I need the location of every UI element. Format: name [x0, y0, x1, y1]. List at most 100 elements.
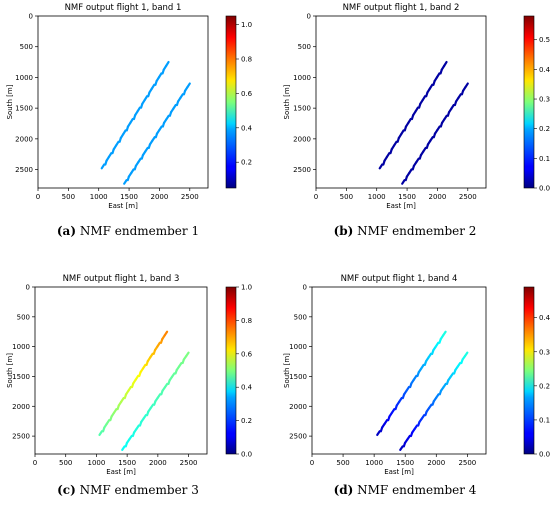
flight-track-1-segment	[434, 341, 440, 348]
y-axis-label: South [m]	[6, 84, 14, 119]
flight-track-1-segment	[127, 385, 132, 392]
y-tick-label: 2500	[293, 166, 311, 174]
y-tick-label: 1000	[15, 74, 33, 82]
flight-track-2-segment	[185, 351, 190, 358]
flight-track-2-segment	[142, 414, 148, 420]
flight-track-2-segment	[420, 414, 426, 420]
colorbar-tick-label: 1.0	[241, 21, 252, 29]
x-tick-label: 1500	[398, 193, 416, 201]
flight-track-2-segment	[163, 382, 169, 389]
y-tick-label: 1500	[293, 105, 311, 113]
x-tick-label: 2500	[180, 459, 198, 467]
flight-track-2-segment	[144, 146, 149, 153]
plot-title: NMF output flight 1, band 4	[341, 274, 458, 284]
x-tick-label: 0	[36, 193, 40, 201]
y-tick-label: 1500	[289, 373, 307, 381]
x-axis-label: East [m]	[384, 468, 414, 476]
y-tick-label: 2000	[12, 403, 30, 411]
caption-text: NMF endmember 2	[353, 224, 476, 238]
flight-track-2-segment	[436, 125, 441, 132]
y-tick-label: 1500	[15, 105, 33, 113]
colorbar-tick-label: 0.6	[241, 90, 253, 98]
colorbar-tick-label: 0.3	[539, 96, 550, 104]
flight-track-1-segment	[435, 72, 441, 79]
colorbar-tick-label: 0.0	[539, 185, 550, 193]
flight-track-1-segment	[163, 330, 169, 337]
x-tick-label: 0	[310, 459, 314, 467]
flight-track-2-segment	[456, 361, 462, 368]
plot-area	[311, 286, 487, 455]
caption-text: NMF endmember 1	[76, 224, 199, 238]
plot-title: NMF output flight 1, band 1	[65, 3, 182, 13]
x-tick-label: 2000	[149, 459, 167, 467]
plot-title: NMF output flight 1, band 3	[63, 274, 180, 284]
flight-track-2-segment	[123, 179, 128, 185]
flight-track-1-segment	[149, 352, 154, 359]
x-tick-label: 1500	[118, 459, 136, 467]
x-tick-label: 500	[340, 193, 353, 201]
y-tick-label: 2000	[289, 403, 307, 411]
flight-track-2-segment	[165, 114, 170, 121]
flight-track-1-segment	[100, 163, 106, 170]
x-axis-label: East [m]	[108, 202, 138, 210]
y-tick-label: 0	[29, 13, 33, 21]
colorbar-tick-label: 0.5	[539, 36, 550, 44]
colorbar-tick-label: 0.1	[539, 416, 550, 424]
flight-track-2-segment	[179, 93, 184, 99]
flight-track-2-segment	[435, 393, 440, 399]
flight-track-2-segment	[429, 136, 434, 142]
flight-track-2-segment	[137, 157, 142, 164]
flight-track-1-segment	[112, 408, 118, 414]
flight-track-1-segment	[427, 352, 433, 359]
caption-label: (d)	[334, 483, 354, 497]
x-tick-label: 0	[314, 193, 318, 201]
flight-track-2-segment	[408, 168, 413, 175]
y-tick-label: 0	[303, 284, 307, 292]
flight-track-1-segment	[143, 95, 149, 102]
x-tick-label: 1000	[368, 193, 386, 201]
colorbar	[225, 15, 237, 189]
x-tick-label: 1000	[90, 193, 108, 201]
colorbar-tick-label: 0.4	[241, 124, 253, 132]
y-axis-label: South [m]	[283, 84, 291, 119]
colorbar-tick-label: 0.1	[539, 155, 550, 163]
flight-track-2-segment	[442, 382, 447, 389]
flight-track-2-segment	[422, 146, 427, 153]
flight-track-2-segment	[457, 93, 462, 99]
y-tick-label: 2000	[15, 135, 33, 143]
y-tick-label: 1000	[12, 343, 30, 351]
flight-track-1-segment	[420, 363, 425, 370]
x-tick-label: 1500	[120, 193, 138, 201]
x-tick-label: 1000	[88, 459, 106, 467]
caption-text: NMF endmember 3	[76, 483, 199, 497]
subplot-2: NMF output flight 1, band 2 0 500 1000 1500 2…	[283, 3, 550, 238]
flight-track-2-segment	[401, 179, 406, 185]
y-tick-label: 500	[17, 313, 30, 321]
flight-track-2-segment	[464, 82, 469, 89]
x-tick-label: 500	[59, 459, 72, 467]
x-tick-label: 2000	[427, 459, 445, 467]
flight-track-2-segment	[399, 445, 404, 451]
subfigure-caption: (a) NMF endmember 1	[57, 224, 199, 238]
flight-track-2-segment	[135, 424, 140, 431]
flight-track-1-segment	[378, 163, 384, 170]
flight-track-1-segment	[392, 140, 398, 147]
subfigure-caption: (c) NMF endmember 3	[57, 483, 199, 497]
colorbar-tick-label: 0.0	[241, 451, 252, 459]
flight-track-1-segment	[150, 83, 156, 90]
caption-text: NMF endmember 4	[353, 483, 476, 497]
y-axis-label: South [m]	[6, 353, 14, 388]
flight-track-1-segment	[136, 106, 142, 113]
flight-track-1-segment	[414, 106, 420, 113]
flight-track-2-segment	[158, 125, 163, 132]
caption-label: (b)	[334, 224, 354, 238]
flight-track-1-segment	[134, 374, 140, 381]
flight-track-2-segment	[427, 403, 433, 410]
y-tick-label: 2500	[12, 433, 30, 441]
flight-track-1-segment	[442, 330, 447, 337]
flight-track-2-segment	[151, 136, 156, 142]
flight-track-1-segment	[443, 60, 448, 67]
colorbar-tick-label: 0.2	[241, 417, 252, 425]
colorbar-tick-label: 0.4	[539, 66, 550, 74]
